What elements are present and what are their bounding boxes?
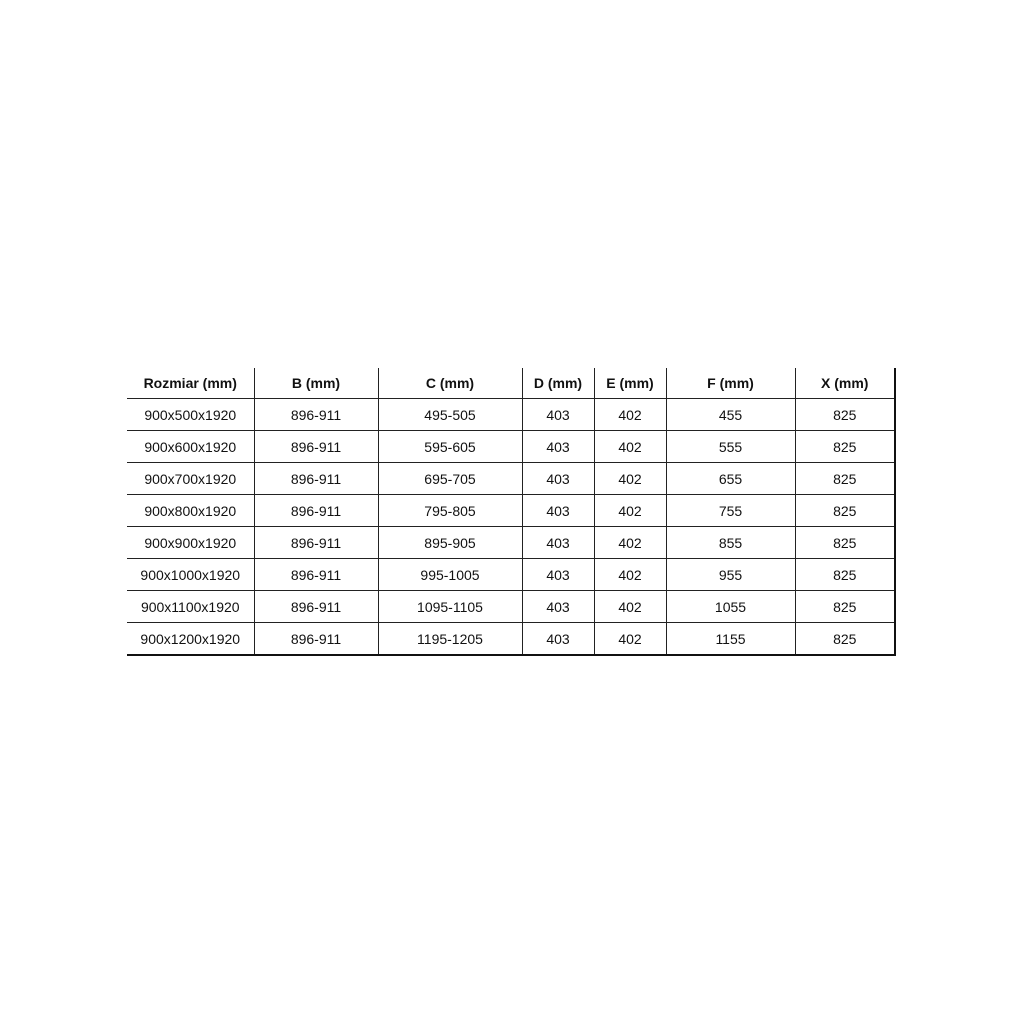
table-cell: 825 (794, 430, 896, 463)
table-cell: 403 (521, 430, 594, 463)
table-cell: 655 (665, 462, 795, 495)
table-cell: 896-911 (253, 462, 378, 495)
table-cell: 455 (665, 398, 795, 431)
dimensions-table: Rozmiar (mm) B (mm) C (mm) D (mm) E (mm) F (m… (127, 368, 896, 656)
table-cell: 900x700x1920 (127, 462, 254, 495)
table-cell: 403 (521, 558, 594, 591)
table-cell: 825 (794, 590, 896, 623)
table-cell: 896-911 (253, 430, 378, 463)
table-cell: 900x800x1920 (127, 494, 254, 527)
table-cell: 403 (521, 526, 594, 559)
column-header: B (mm) (253, 368, 378, 399)
column-header: D (mm) (521, 368, 594, 399)
table-cell: 900x900x1920 (127, 526, 254, 559)
table-cell: 900x1100x1920 (127, 590, 254, 623)
table-cell: 900x500x1920 (127, 398, 254, 431)
table-cell: 825 (794, 462, 896, 495)
table-row: 900x900x1920 896-911 895-905 403 402 855 825 (127, 526, 896, 559)
table-cell: 825 (794, 558, 896, 591)
table-row: 900x600x1920 896-911 595-605 403 402 555 825 (127, 430, 896, 463)
table-cell: 403 (521, 462, 594, 495)
table-row: 900x800x1920 896-911 795-805 403 402 755 825 (127, 494, 896, 527)
table-cell: 895-905 (377, 526, 522, 559)
table-cell: 495-505 (377, 398, 522, 431)
table-cell: 900x1200x1920 (127, 622, 254, 656)
column-header: X (mm) (794, 368, 896, 399)
table-cell: 755 (665, 494, 795, 527)
table-cell: 995-1005 (377, 558, 522, 591)
table-row: 900x500x1920 896-911 495-505 403 402 455 825 (127, 398, 896, 431)
table-cell: 825 (794, 622, 896, 656)
table-cell: 900x600x1920 (127, 430, 254, 463)
table-row: 900x700x1920 896-911 695-705 403 402 655 825 (127, 462, 896, 495)
column-header: C (mm) (377, 368, 522, 399)
column-header: F (mm) (665, 368, 795, 399)
table-cell: 795-805 (377, 494, 522, 527)
table-cell: 403 (521, 590, 594, 623)
table-cell: 825 (794, 526, 896, 559)
table-cell: 402 (593, 462, 666, 495)
table-cell: 855 (665, 526, 795, 559)
table-cell: 896-911 (253, 526, 378, 559)
table-cell: 896-911 (253, 622, 378, 656)
column-header: Rozmiar (mm) (127, 368, 254, 399)
table-cell: 403 (521, 622, 594, 656)
table-cell: 896-911 (253, 398, 378, 431)
column-header: E (mm) (593, 368, 666, 399)
table-cell: 402 (593, 398, 666, 431)
table-body: 900x500x1920 896-911 495-505 403 402 455 825 90… (127, 398, 896, 656)
table-cell: 900x1000x1920 (127, 558, 254, 591)
table-row: 900x1200x1920 896-911 1195-1205 403 402 1155 8… (127, 622, 896, 656)
table-cell: 595-605 (377, 430, 522, 463)
table-cell: 825 (794, 398, 896, 431)
table-cell: 896-911 (253, 558, 378, 591)
table-cell: 695-705 (377, 462, 522, 495)
table-cell: 403 (521, 398, 594, 431)
table-cell: 402 (593, 526, 666, 559)
table-cell: 955 (665, 558, 795, 591)
table-cell: 1055 (665, 590, 795, 623)
table-cell: 402 (593, 494, 666, 527)
table-cell: 825 (794, 494, 896, 527)
table-cell: 402 (593, 430, 666, 463)
table-cell: 402 (593, 622, 666, 656)
header-row: Rozmiar (mm) B (mm) C (mm) D (mm) E (mm) F (m… (127, 368, 896, 399)
table-cell: 402 (593, 590, 666, 623)
table-cell: 896-911 (253, 494, 378, 527)
table-cell: 1195-1205 (377, 622, 522, 656)
table-row: 900x1100x1920 896-911 1095-1105 403 402 1055 8… (127, 590, 896, 623)
table-cell: 403 (521, 494, 594, 527)
table-cell: 1155 (665, 622, 795, 656)
table-cell: 555 (665, 430, 795, 463)
table-cell: 896-911 (253, 590, 378, 623)
table-row: 900x1000x1920 896-911 995-1005 403 402 955 825 (127, 558, 896, 591)
table-cell: 402 (593, 558, 666, 591)
table-cell: 1095-1105 (377, 590, 522, 623)
